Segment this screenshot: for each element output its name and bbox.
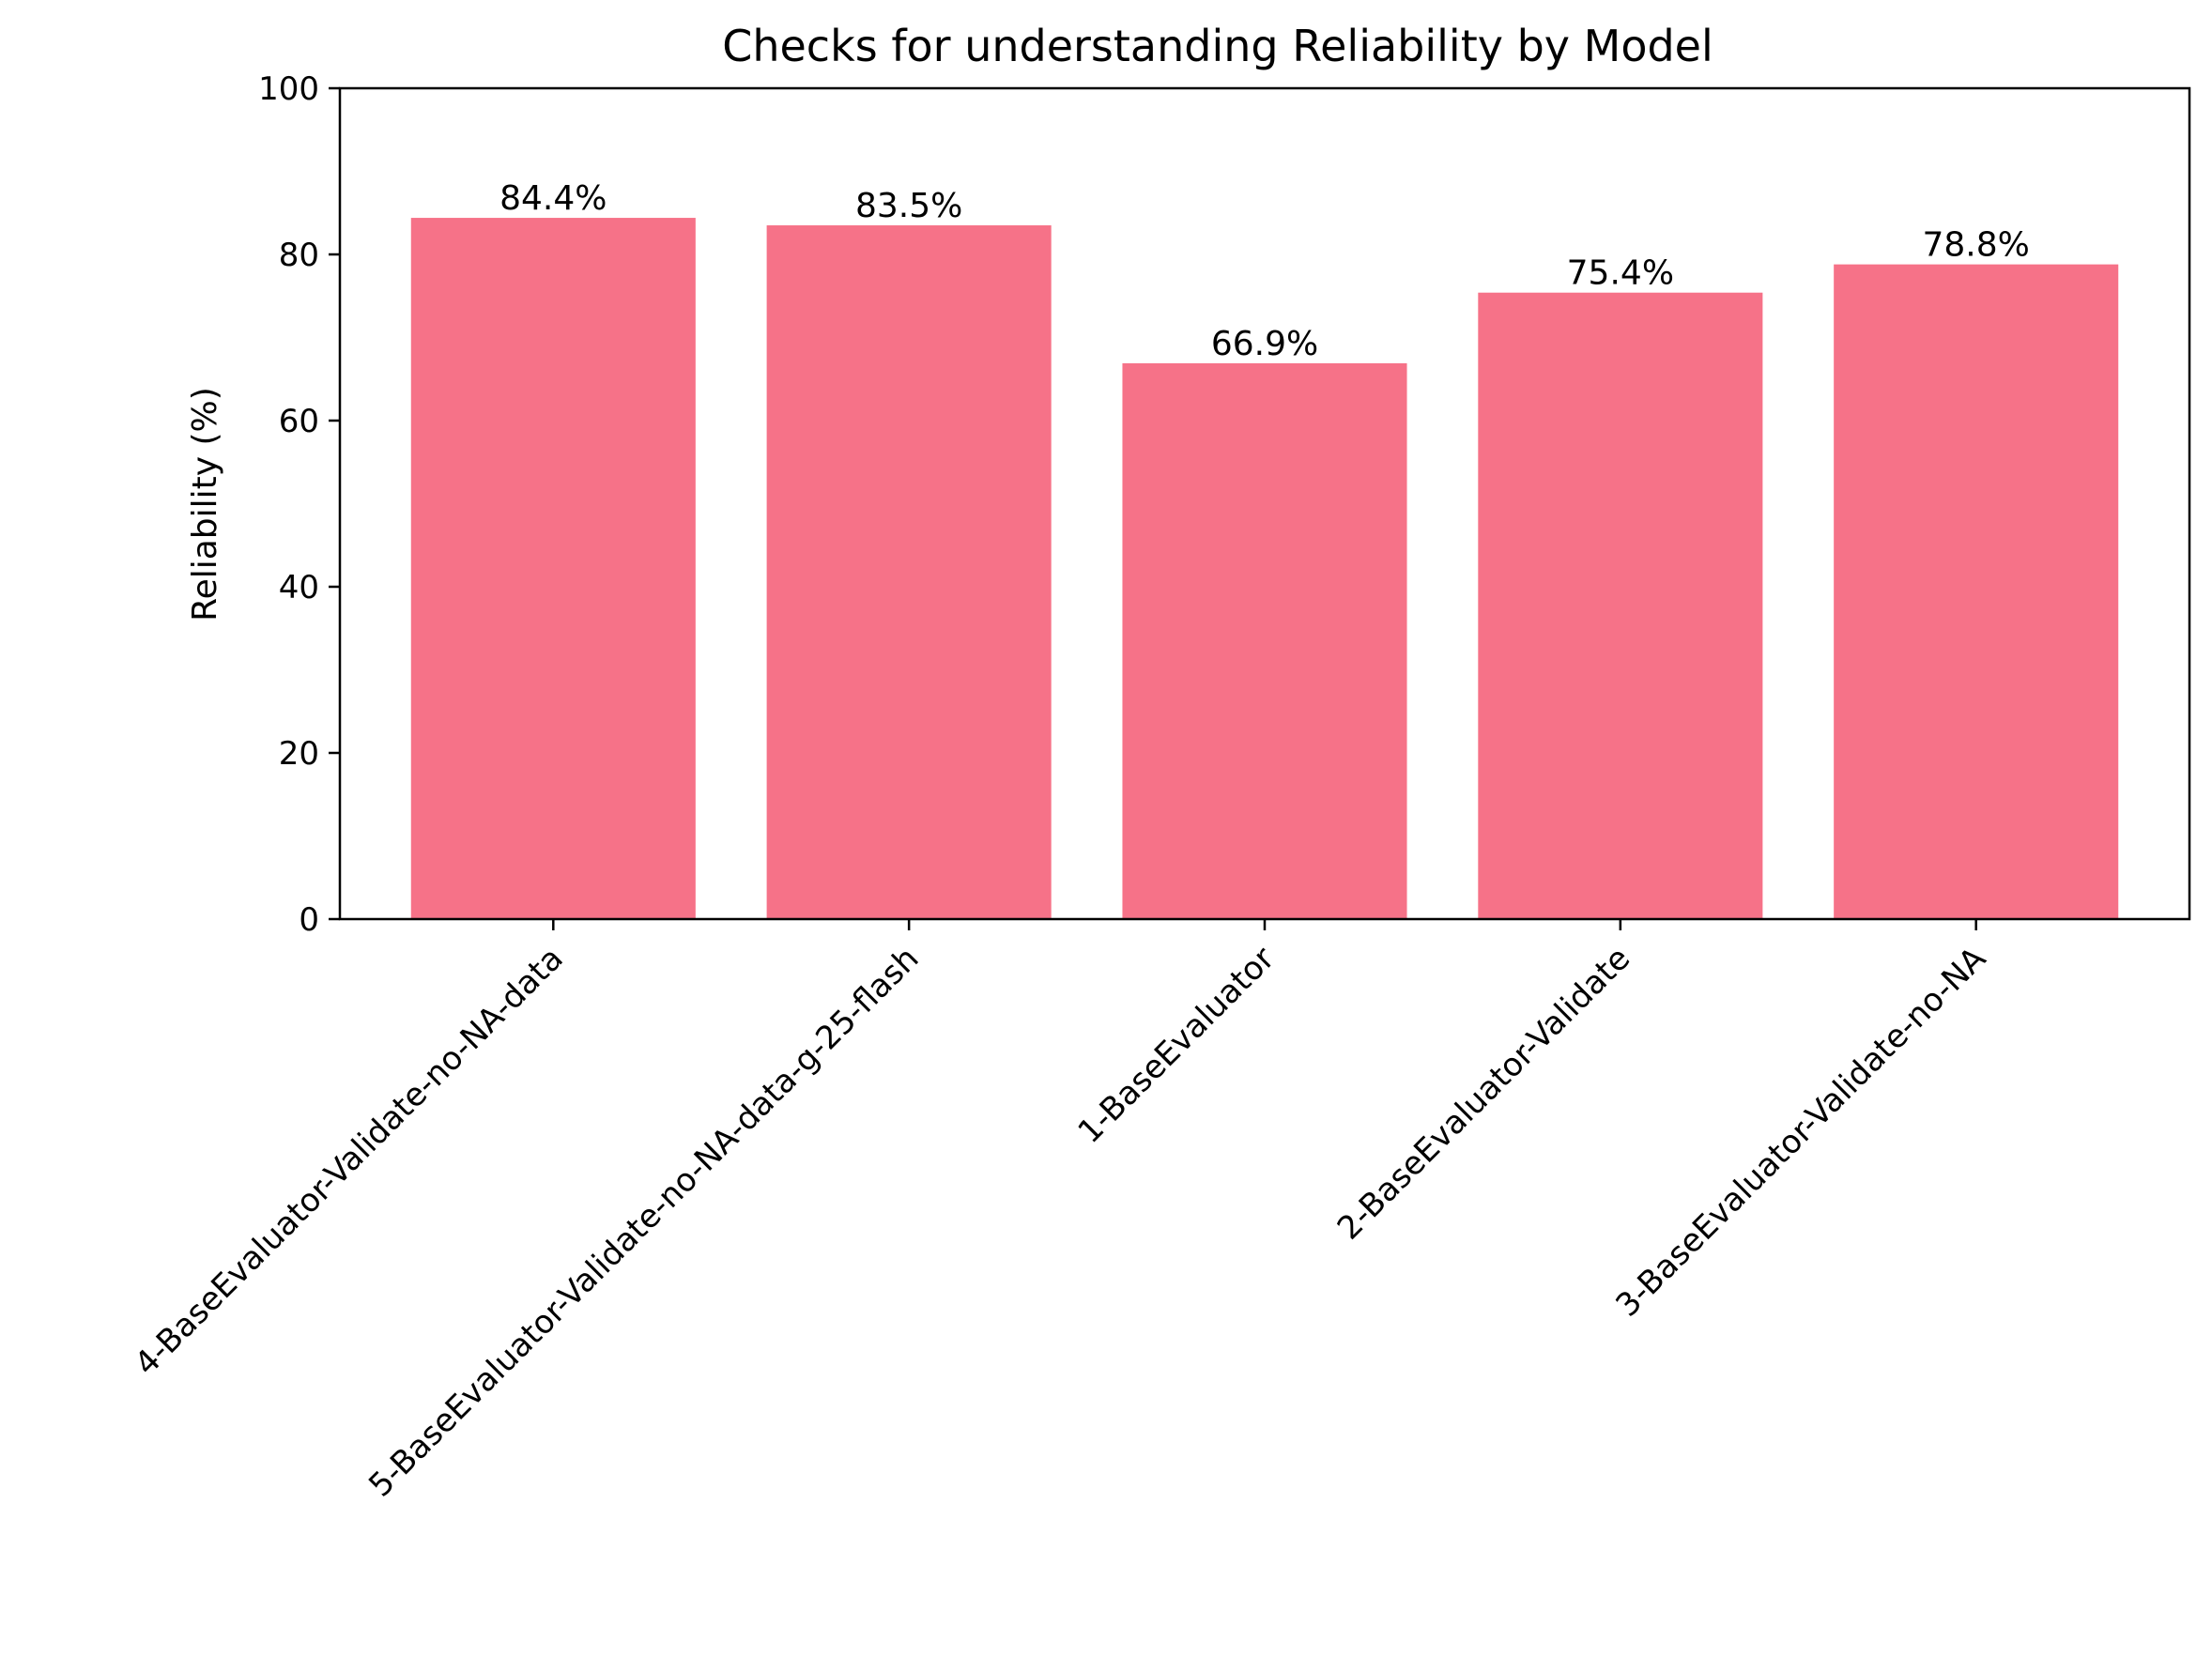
data-labels-group: 84.4% 83.5% 66.9% 75.4% 78.8%	[499, 179, 2030, 363]
x-tick-label: 4-BaseEvaluator-Validate-no-NA-data	[128, 940, 571, 1383]
bar	[1122, 362, 1407, 919]
y-tick-label: 80	[279, 237, 319, 274]
data-label: 66.9%	[1211, 325, 1318, 363]
data-label: 83.5%	[855, 187, 962, 225]
y-tick-label: 0	[299, 901, 319, 939]
data-label: 84.4%	[499, 179, 607, 218]
x-axis-ticks: 4-BaseEvaluator-Validate-no-NA-data5-Bas…	[128, 919, 1993, 1504]
data-label: 78.8%	[1923, 226, 2030, 265]
chart-title: Checks for understanding Reliability by …	[722, 21, 1713, 71]
x-tick-label: 2-BaseEvaluator-Validate	[1330, 940, 1637, 1247]
bar	[1478, 292, 1763, 920]
y-tick-label: 100	[258, 70, 319, 108]
x-tick-label: 3-BaseEvaluator-Validate-no-NA	[1609, 940, 1994, 1325]
bar	[766, 225, 1052, 919]
plot-frame	[338, 86, 2191, 921]
y-tick-label: 60	[279, 403, 319, 440]
bar	[410, 218, 696, 919]
data-label: 75.4%	[1567, 254, 1674, 293]
y-axis-ticks: 0 20 40 60 80 100	[258, 70, 340, 939]
x-tick-label: 5-BaseEvaluator-Validate-no-NA-data-g-25…	[361, 940, 926, 1504]
y-axis-label: Reliability (%)	[186, 387, 224, 621]
bar	[1834, 264, 2119, 919]
y-tick-label: 20	[279, 735, 319, 773]
bars-group	[410, 218, 2119, 920]
x-tick-label: 1-BaseEvaluator	[1071, 940, 1283, 1151]
y-tick-label: 40	[279, 569, 319, 606]
